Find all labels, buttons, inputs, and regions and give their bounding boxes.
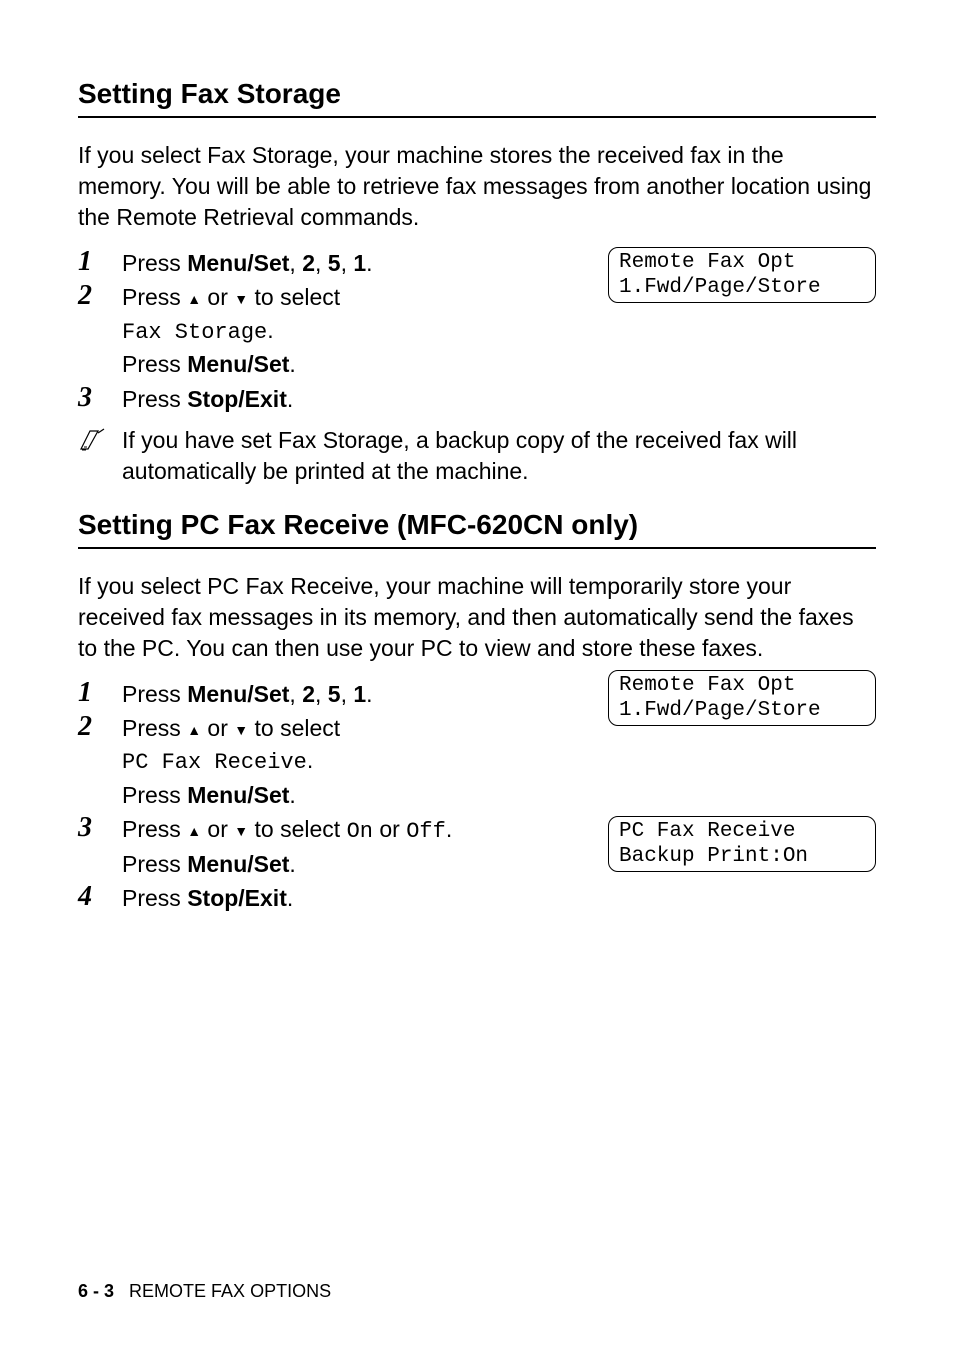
step-body: Press ▲ or ▼ to select PC Fax Receive. P…	[122, 712, 876, 811]
menu-option: On	[347, 819, 373, 844]
text: ,	[289, 681, 302, 707]
text: .	[366, 250, 372, 276]
text: Press	[122, 250, 187, 276]
text: .	[307, 747, 313, 773]
text: .	[267, 317, 273, 343]
up-arrow-icon: ▲	[187, 822, 201, 842]
step-number: 2	[78, 281, 122, 312]
key-label: Menu/Set	[187, 351, 289, 377]
text: Press	[122, 681, 187, 707]
menu-option: PC Fax Receive	[122, 750, 307, 775]
note-fax-storage: If you have set Fax Storage, a backup co…	[78, 425, 876, 487]
step-3: 3 Press Stop/Exit.	[78, 383, 876, 415]
text: .	[287, 386, 293, 412]
text: or	[373, 816, 406, 842]
key-label: 1	[353, 250, 366, 276]
page-number: 6 - 3	[78, 1281, 114, 1301]
menu-option: Fax Storage	[122, 320, 267, 345]
step-number: 1	[78, 247, 122, 278]
step-2: 2 Press ▲ or ▼ to select PC Fax Receive.…	[78, 712, 876, 811]
text: Press	[122, 715, 187, 741]
step-number: 3	[78, 383, 122, 414]
text: ,	[289, 250, 302, 276]
page-footer: 6 - 3 REMOTE FAX OPTIONS	[78, 1281, 331, 1302]
key-label: Stop/Exit	[187, 885, 287, 911]
text: Press	[122, 885, 187, 911]
text: to select	[248, 284, 340, 310]
step-body: Press Stop/Exit.	[122, 383, 876, 415]
up-arrow-icon: ▲	[187, 721, 201, 741]
up-arrow-icon: ▲	[187, 290, 201, 310]
text: or	[201, 715, 234, 741]
text: or	[201, 284, 234, 310]
intro-fax-storage: If you select Fax Storage, your machine …	[78, 140, 876, 233]
text: ,	[315, 681, 328, 707]
down-arrow-icon: ▼	[234, 822, 248, 842]
step-number: 1	[78, 678, 122, 709]
text: to select	[248, 715, 340, 741]
lcd-display-1: Remote Fax Opt 1.Fwd/Page/Store	[608, 247, 876, 303]
heading-pc-fax: Setting PC Fax Receive (MFC-620CN only)	[78, 509, 876, 541]
text: .	[287, 885, 293, 911]
step-4: 4 Press Stop/Exit.	[78, 882, 876, 914]
key-label: 5	[328, 681, 341, 707]
key-label: Menu/Set	[187, 250, 289, 276]
text: ,	[315, 250, 328, 276]
key-label: Stop/Exit	[187, 386, 287, 412]
step-number: 3	[78, 813, 122, 844]
text: .	[289, 351, 295, 377]
intro-pc-fax: If you select PC Fax Receive, your machi…	[78, 571, 876, 664]
key-label: Menu/Set	[187, 681, 289, 707]
step-number: 2	[78, 712, 122, 743]
text: Press	[122, 351, 187, 377]
key-label: Menu/Set	[187, 851, 289, 877]
text: ,	[341, 250, 354, 276]
lcd-display-2: Remote Fax Opt 1.Fwd/Page/Store	[608, 670, 876, 726]
heading-rule	[78, 116, 876, 118]
text: ,	[341, 681, 354, 707]
text: to select	[248, 816, 346, 842]
menu-option: Off	[406, 819, 446, 844]
text: or	[201, 816, 234, 842]
text: .	[289, 782, 295, 808]
text: Press	[122, 386, 187, 412]
step-body: Press Stop/Exit.	[122, 882, 876, 914]
text: Press	[122, 851, 187, 877]
step-number: 4	[78, 882, 122, 913]
down-arrow-icon: ▼	[234, 290, 248, 310]
text: Press	[122, 284, 187, 310]
down-arrow-icon: ▼	[234, 721, 248, 741]
note-text: If you have set Fax Storage, a backup co…	[122, 425, 876, 487]
lcd-display-3: PC Fax Receive Backup Print:On	[608, 816, 876, 872]
text: .	[289, 851, 295, 877]
key-label: 1	[353, 681, 366, 707]
heading-rule	[78, 547, 876, 549]
text: .	[446, 816, 452, 842]
key-label: 2	[302, 681, 315, 707]
footer-title: REMOTE FAX OPTIONS	[129, 1281, 331, 1301]
key-label: 5	[328, 250, 341, 276]
heading-fax-storage: Setting Fax Storage	[78, 78, 876, 110]
note-icon	[78, 425, 122, 455]
key-label: 2	[302, 250, 315, 276]
text: Press	[122, 782, 187, 808]
text: Press	[122, 816, 187, 842]
key-label: Menu/Set	[187, 782, 289, 808]
text: .	[366, 681, 372, 707]
